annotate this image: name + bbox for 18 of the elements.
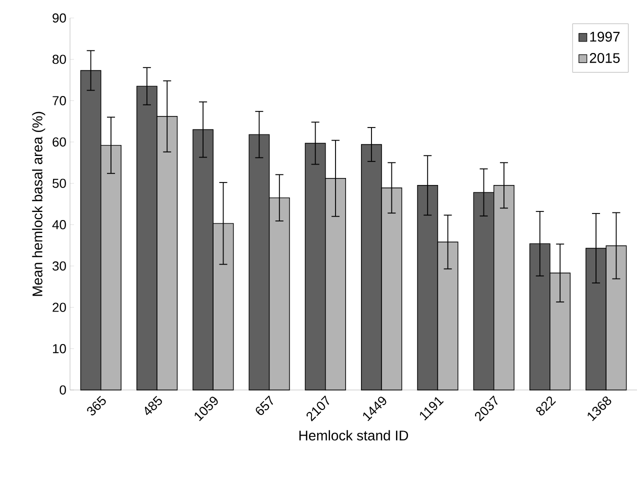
y-tick-label: 60 — [52, 137, 66, 147]
x-tick-label: 365 — [87, 396, 106, 416]
x-axis-title: Hemlock stand ID — [299, 430, 408, 440]
x-tick-label: 485 — [144, 396, 162, 416]
y-axis-title: Mean hemlock basal area (%) — [32, 112, 46, 296]
x-tick-label: 822 — [536, 396, 556, 416]
legend-label: 2015 — [590, 53, 620, 63]
y-tick-label: 30 — [52, 261, 66, 271]
y-tick-label: 40 — [52, 220, 66, 230]
legend-label: 1997 — [590, 32, 620, 42]
y-tick-label: 20 — [52, 302, 66, 312]
y-tick-label: 90 — [52, 13, 66, 23]
x-tick-label: 657 — [256, 396, 274, 416]
y-tick-label: 80 — [52, 54, 66, 64]
y-tick-label: 0 — [60, 385, 66, 395]
y-tick-label: 10 — [53, 344, 66, 354]
y-tick-label: 70 — [52, 96, 66, 106]
y-tick-label: 50 — [52, 178, 66, 188]
